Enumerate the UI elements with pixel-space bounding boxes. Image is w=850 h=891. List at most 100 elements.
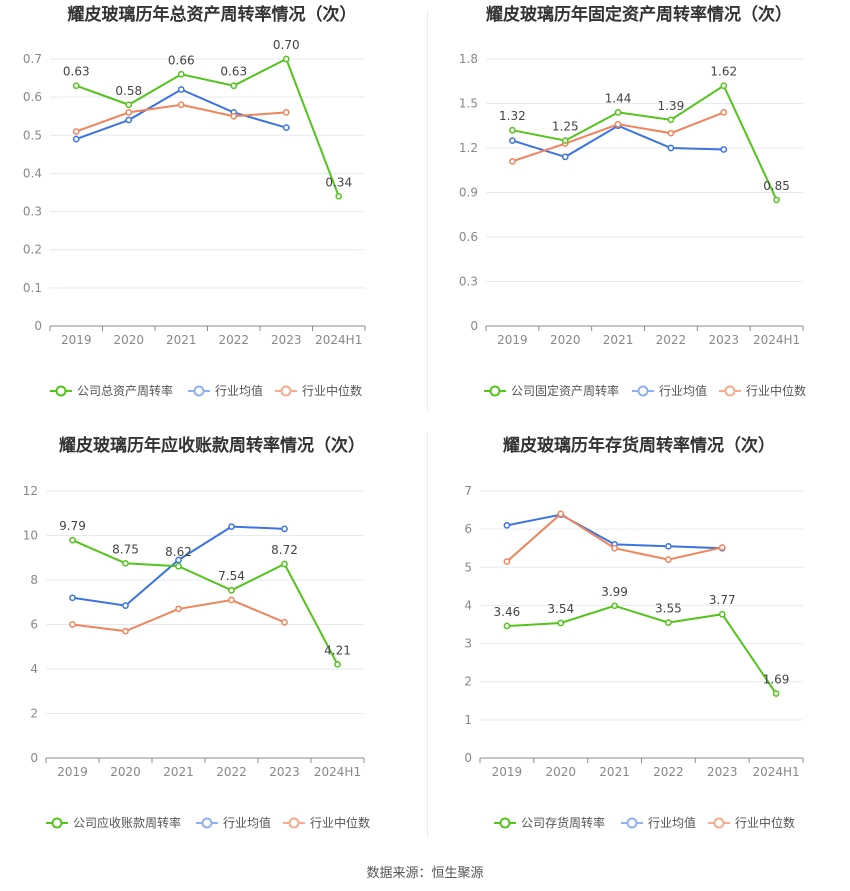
- x-tick-label: 2021: [163, 765, 194, 779]
- legend-label: 行业中位数: [735, 815, 795, 830]
- x-tick-label: 2023: [271, 333, 302, 347]
- data-source-label: 数据来源：恒生聚源: [366, 866, 484, 881]
- data-point-company: [614, 109, 622, 116]
- x-tick-label: 2021: [166, 333, 197, 347]
- chart-receivables-turnover: 耀皮玻璃历年应收账款周转率情况（次） 0 2 4 6 8 10 12 2019 2020 2021 2…: [0, 432, 425, 862]
- data-label: 0.58: [115, 84, 142, 98]
- legend-swatch-marker: [201, 817, 213, 829]
- data-point-avg: [665, 542, 672, 550]
- chart-svg: 耀皮玻璃历年总资产周转率情况（次） 0 0.1 0.2 0.3 0.4 0.5 0.6 0.7 2…: [23, 4, 366, 398]
- chart-title: 耀皮玻璃历年固定资产周转率情况（次）: [486, 4, 792, 25]
- data-point-median: [69, 621, 76, 628]
- y-tick-label: 0: [470, 319, 478, 333]
- data-point-company: [667, 116, 675, 124]
- chart-title: 耀皮玻璃历年总资产周转率情况（次）: [68, 4, 357, 25]
- x-tick-label: 2021: [599, 765, 630, 779]
- data-label: 8.62: [165, 545, 192, 559]
- data-point-avg: [667, 144, 675, 152]
- x-tick-label: 2022: [656, 333, 687, 347]
- legend-swatch-marker: [724, 385, 736, 397]
- data-point-company: [281, 560, 288, 568]
- data-label: 0.63: [63, 65, 90, 79]
- legend-swatch-marker: [193, 385, 205, 397]
- data-point-company: [665, 619, 672, 626]
- data-point-median: [282, 109, 290, 116]
- data-label: 1.25: [552, 120, 579, 134]
- data-label: 1.69: [763, 673, 790, 687]
- data-label: 1.44: [605, 91, 632, 105]
- y-tick-label: 3: [464, 637, 472, 651]
- data-point-median: [614, 120, 622, 128]
- data-point-avg: [69, 594, 76, 602]
- y-tick-label: 4: [464, 598, 472, 612]
- data-point-company: [509, 126, 516, 134]
- data-point-median: [665, 556, 672, 564]
- data-point-company: [335, 192, 343, 200]
- data-point-median: [175, 605, 182, 613]
- data-label: 0.34: [325, 175, 352, 189]
- x-tick-label: 2022: [216, 765, 247, 779]
- data-point-avg: [281, 525, 288, 533]
- y-tick-label: 0: [464, 751, 472, 765]
- x-tick-label: 2019: [61, 333, 92, 347]
- data-label: 1.39: [658, 99, 685, 113]
- data-label: 3.54: [547, 602, 574, 616]
- x-tick-label: 2019: [497, 333, 528, 347]
- x-tick-label: 2023: [269, 765, 300, 779]
- chart-title: 耀皮玻璃历年存货周转率情况（次）: [503, 435, 775, 456]
- y-tick-label: 1.5: [459, 97, 478, 111]
- data-point-avg: [72, 135, 80, 143]
- chart-svg: 耀皮玻璃历年固定资产周转率情况（次） 0 0.3 0.6 0.9 1.2 1.5 1.8 201…: [459, 4, 806, 398]
- data-point-median: [125, 109, 133, 116]
- data-label: 0.66: [168, 53, 195, 67]
- x-tick-label: 2019: [492, 765, 523, 779]
- y-tick-label: 6: [464, 522, 472, 536]
- legend-label: 公司存货周转率: [521, 815, 605, 830]
- data-point-company: [122, 559, 129, 567]
- data-point-company: [175, 562, 182, 570]
- data-point-median: [718, 544, 726, 551]
- legend-swatch-marker: [637, 385, 649, 397]
- chart-total-asset-turnover: 耀皮玻璃历年总资产周转率情况（次） 0 0.1 0.2 0.3 0.4 0.5 0.6 0.7 2…: [0, 0, 425, 430]
- data-point-avg: [228, 523, 235, 530]
- legend-label: 公司固定资产周转率: [511, 383, 619, 398]
- data-point-median: [667, 129, 675, 137]
- y-tick-label: 12: [23, 484, 38, 498]
- y-tick-label: 1: [464, 713, 472, 727]
- legend-label: 行业中位数: [310, 815, 370, 830]
- series-line-avg: [512, 124, 724, 158]
- data-point-company: [557, 619, 565, 627]
- data-point-company: [228, 586, 235, 594]
- data-point-median: [509, 158, 516, 165]
- data-point-avg: [503, 521, 511, 529]
- y-tick-label: 0.7: [23, 52, 42, 66]
- data-point-avg: [177, 86, 185, 93]
- y-tick-label: 0.9: [459, 186, 478, 200]
- panel-divider: [427, 432, 428, 837]
- data-point-company: [561, 137, 569, 144]
- y-tick-label: 2: [464, 675, 472, 689]
- data-point-avg: [561, 153, 569, 161]
- x-tick-label: 2023: [708, 333, 739, 347]
- legend-swatch-marker: [280, 385, 292, 397]
- legend-label: 行业均值: [215, 383, 263, 398]
- x-tick-label: 2020: [113, 333, 144, 347]
- data-label: 1.32: [499, 109, 526, 123]
- legend-swatch-marker: [626, 817, 638, 829]
- y-tick-label: 0.1: [23, 281, 42, 295]
- legend-label: 行业均值: [659, 383, 707, 398]
- data-point-company: [72, 82, 80, 90]
- data-point-company: [772, 690, 780, 697]
- x-tick-label: 2024H1: [753, 333, 800, 347]
- data-label: 0.70: [273, 38, 300, 52]
- legend-label: 行业均值: [648, 815, 696, 830]
- y-tick-label: 1.2: [459, 141, 478, 155]
- chart-svg: 耀皮玻璃历年存货周转率情况（次） 0 1 2 3 4 5 6 7 2019 2020 2021 2022…: [464, 435, 804, 830]
- y-tick-label: 0.3: [459, 275, 478, 289]
- panel-divider: [427, 10, 428, 410]
- data-point-avg: [175, 556, 182, 564]
- y-tick-label: 8: [30, 573, 38, 587]
- legend-swatch-marker: [51, 817, 63, 829]
- x-tick-label: 2020: [550, 333, 581, 347]
- x-tick-label: 2022: [218, 333, 249, 347]
